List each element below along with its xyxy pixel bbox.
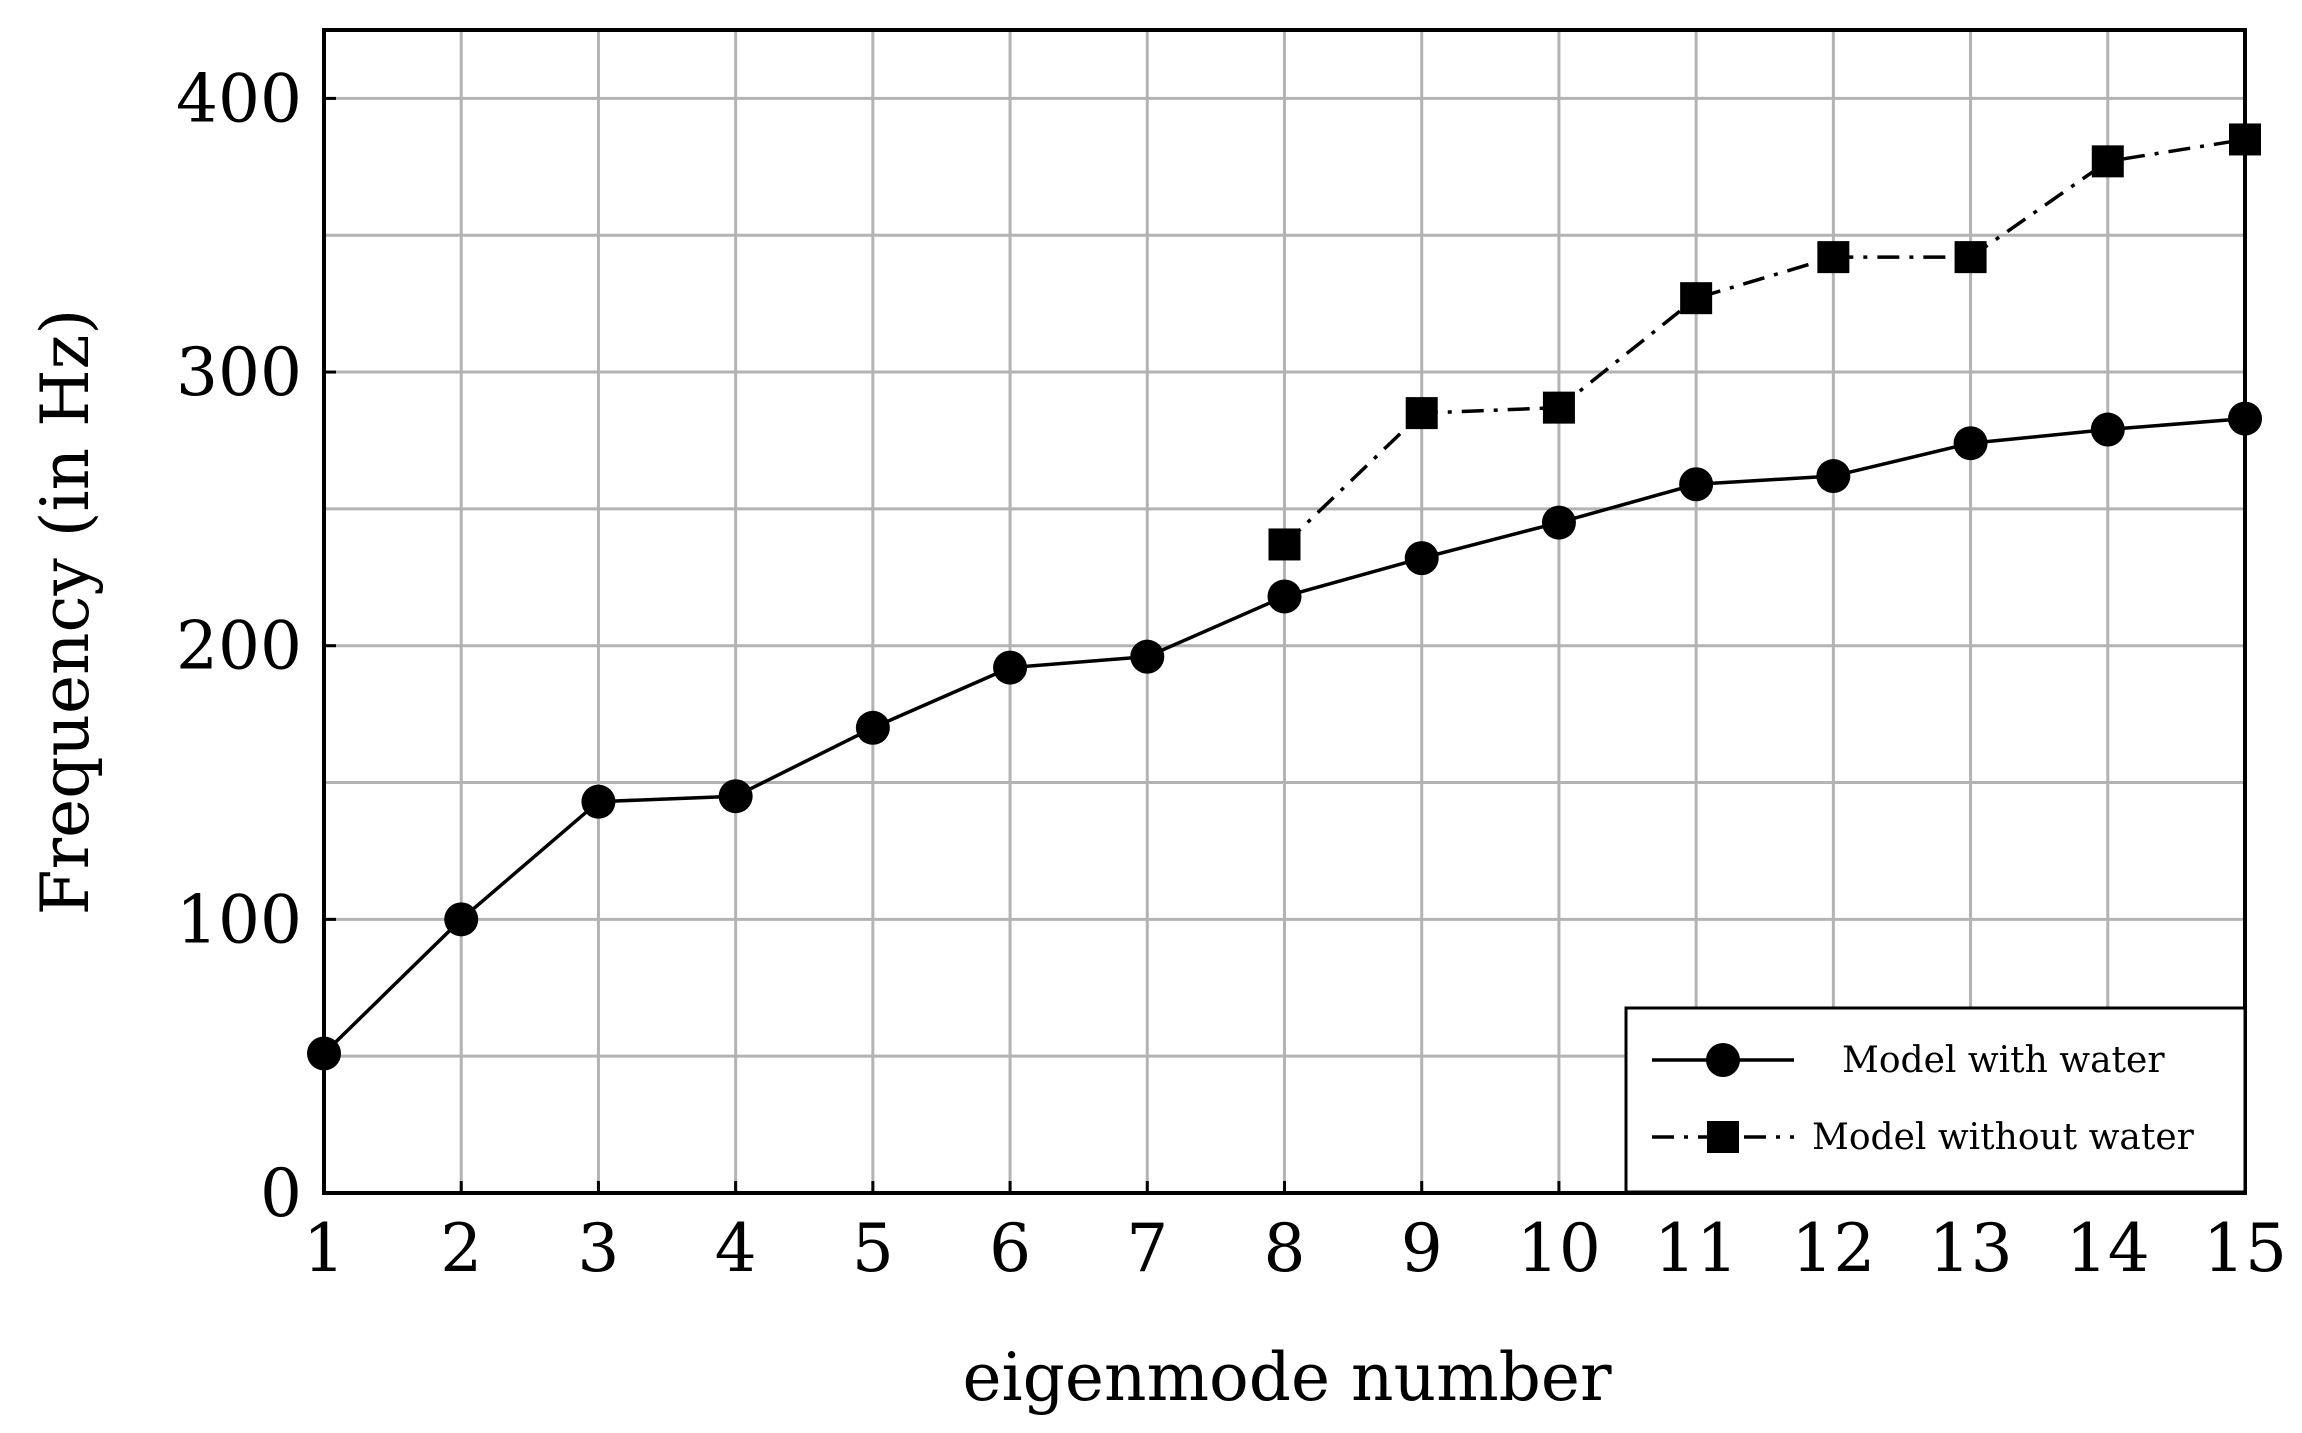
x-tick-label: 14 xyxy=(2066,1210,2150,1287)
y-axis-label: Frequency (in Hz) xyxy=(27,309,104,915)
data-point-with-water xyxy=(1130,639,1165,674)
x-axis-label: eigenmode number xyxy=(962,1339,1611,1416)
series-line-without-water xyxy=(1283,137,2246,546)
legend-label-with-water: Model with water xyxy=(1842,1040,2165,1081)
data-point-with-water xyxy=(855,710,890,745)
x-tick-label: 13 xyxy=(1929,1210,2013,1287)
x-tick-label: 6 xyxy=(989,1210,1031,1287)
x-tick-label: 7 xyxy=(1126,1210,1168,1287)
y-tick-label: 400 xyxy=(176,60,302,137)
data-point-without-water xyxy=(1405,397,1438,430)
y-tick-label: 300 xyxy=(176,334,302,411)
x-tick-label: 15 xyxy=(2203,1210,2287,1287)
x-tick-label: 4 xyxy=(715,1210,757,1287)
data-point-with-water xyxy=(581,784,616,819)
data-point-with-water xyxy=(1816,459,1851,494)
x-tick-label: 10 xyxy=(1517,1210,1601,1287)
data-point-without-water xyxy=(1542,391,1575,424)
y-tick-label: 0 xyxy=(260,1155,302,1232)
y-tick-label: 200 xyxy=(176,608,302,685)
y-tick-label: 100 xyxy=(176,881,302,958)
plot-frame xyxy=(322,28,2247,1195)
data-point-with-water xyxy=(1404,541,1439,576)
x-tick-label: 12 xyxy=(1791,1210,1875,1287)
circle-marker-icon xyxy=(1706,1043,1740,1077)
x-tick-label: 5 xyxy=(852,1210,894,1287)
data-point-with-water xyxy=(444,902,479,937)
data-point-without-water xyxy=(2091,145,2124,178)
legend-entry-without-water: Model without water xyxy=(1652,1117,2195,1158)
legend-box xyxy=(1624,1006,2247,1194)
x-tick-label: 8 xyxy=(1264,1210,1306,1287)
data-point-with-water xyxy=(1541,505,1576,540)
grid xyxy=(322,30,2247,1195)
data-point-without-water xyxy=(1268,528,1301,561)
data-point-with-water xyxy=(718,779,753,814)
data-point-without-water xyxy=(1954,241,1987,274)
legend: Model with water Model without water xyxy=(1624,1006,2247,1194)
data-point-with-water xyxy=(1953,426,1988,461)
y-axis-ticks: 0 100 200 300 400 xyxy=(176,60,336,1232)
data-point-with-water xyxy=(993,650,1028,685)
data-point-with-water xyxy=(1267,579,1302,614)
x-tick-label: 9 xyxy=(1401,1210,1443,1287)
x-tick-label: 11 xyxy=(1654,1210,1738,1287)
legend-label-without-water: Model without water xyxy=(1812,1117,2195,1158)
data-point-without-water xyxy=(1680,282,1713,315)
data-point-with-water xyxy=(2090,412,2125,447)
x-axis-ticks: 1 2 3 4 5 6 7 8 9 10 11 12 13 14 15 xyxy=(303,1181,2287,1287)
data-point-with-water xyxy=(1679,467,1714,502)
legend-entry-with-water: Model with water xyxy=(1652,1040,2165,1081)
x-tick-label: 2 xyxy=(440,1210,482,1287)
x-tick-label: 3 xyxy=(577,1210,619,1287)
x-tick-label: 1 xyxy=(303,1210,345,1287)
data-point-without-water xyxy=(1817,241,1850,274)
square-marker-icon xyxy=(1707,1121,1739,1153)
